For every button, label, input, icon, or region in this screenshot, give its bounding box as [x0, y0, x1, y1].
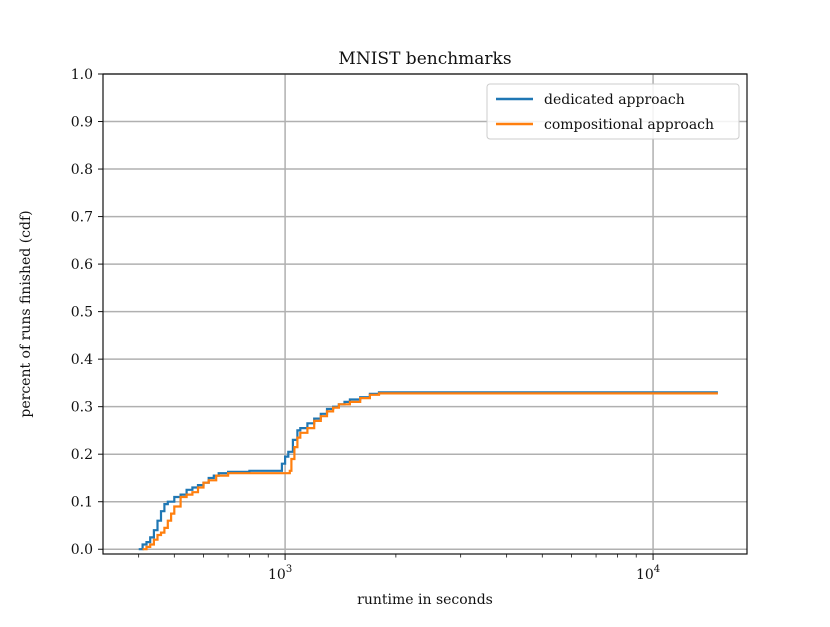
- y-tick-label: 1.0: [71, 67, 93, 83]
- tick-layer: 0.0 0.1 0.2 0.3 0.4 0.5 0.6 0.7 0.8 0.9 1.0 103 104: [71, 67, 660, 583]
- y-tick-label: 0.0: [71, 542, 93, 558]
- legend-label-dedicated: dedicated approach: [544, 92, 685, 108]
- y-tick-label: 0.1: [71, 495, 93, 511]
- series-layer: [138, 391, 718, 551]
- y-tick-label: 0.6: [71, 257, 93, 273]
- y-tick-label: 0.3: [71, 400, 93, 416]
- y-axis-label: percent of runs finished (cdf): [18, 210, 34, 417]
- x-tick-label: 103: [268, 564, 292, 583]
- grid-layer: [103, 73, 747, 554]
- plot-frame: [102, 73, 748, 555]
- legend-box: [486, 83, 740, 140]
- series-line: [138, 391, 718, 551]
- y-tick-label: 0.5: [71, 305, 93, 321]
- y-tick-label: 0.8: [71, 162, 93, 178]
- y-tick-label: 0.2: [71, 447, 93, 463]
- legend: dedicated approach compositional approac…: [486, 83, 740, 140]
- x-axis-label: runtime in seconds: [357, 592, 493, 608]
- y-tick-label: 0.4: [71, 352, 93, 368]
- chart-title: MNIST benchmarks: [338, 49, 511, 69]
- legend-label-compositional: compositional approach: [544, 117, 714, 133]
- x-tick-label: 104: [636, 564, 660, 583]
- y-tick-label: 0.7: [71, 210, 93, 226]
- series-line: [142, 392, 718, 551]
- y-tick-label: 0.9: [71, 115, 93, 131]
